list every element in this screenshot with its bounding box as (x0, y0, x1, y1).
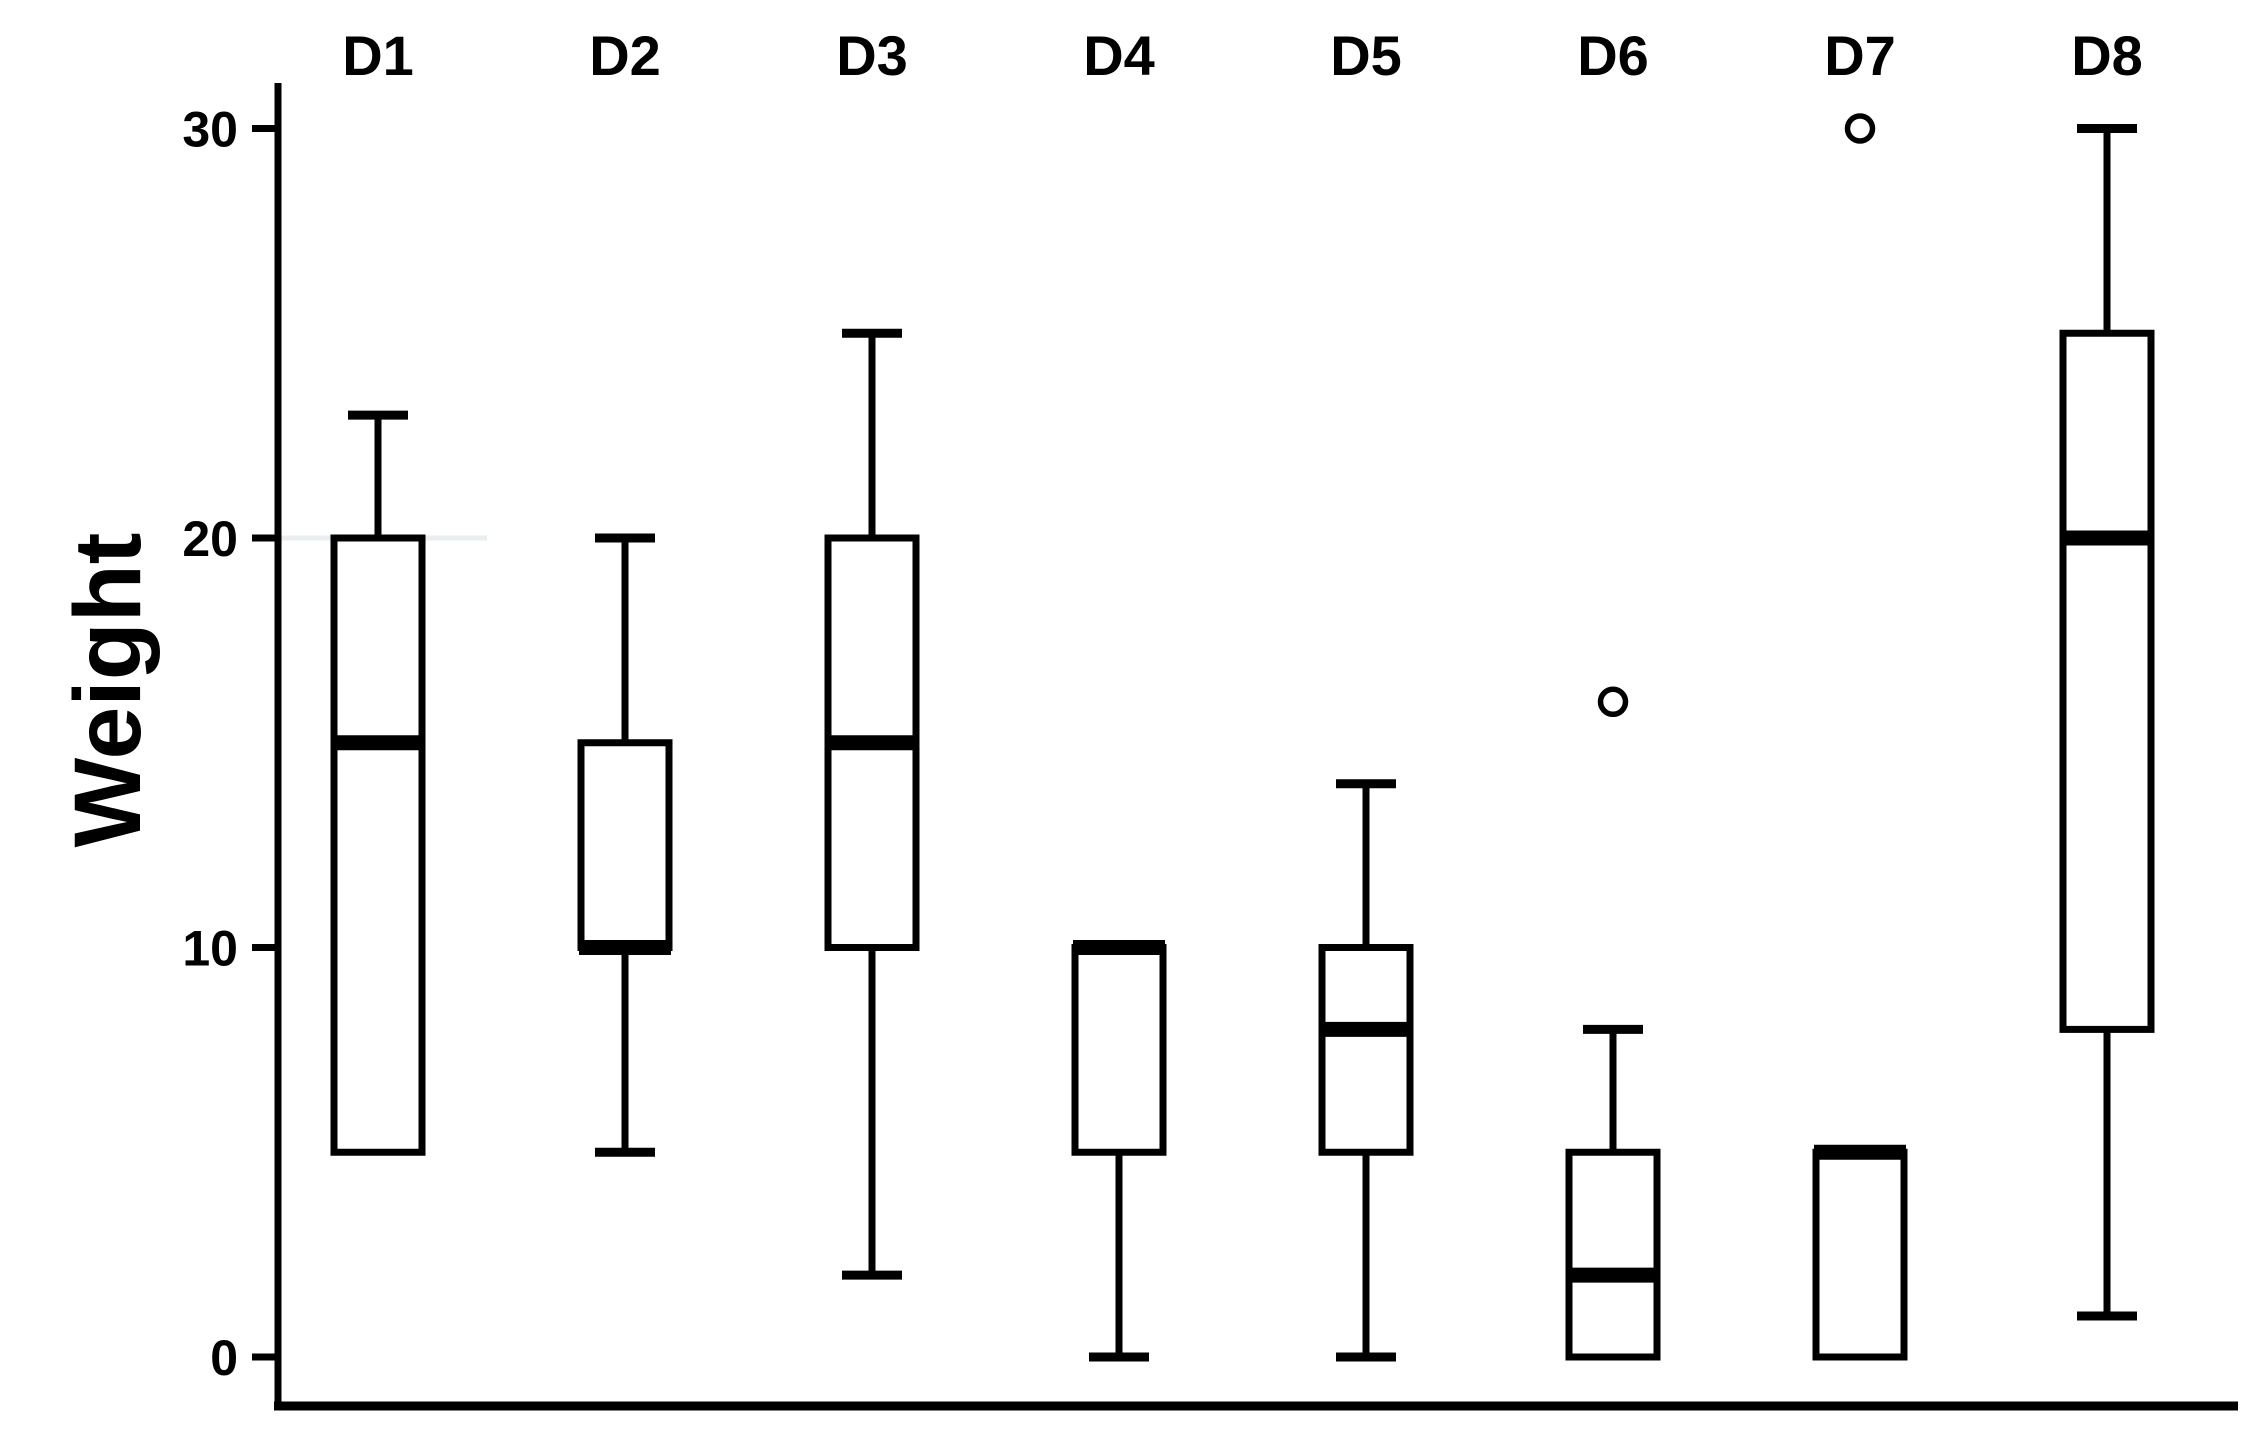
box-D8 (2059, 329, 2155, 1033)
boxplot-D1: D1 (330, 24, 426, 1156)
boxplot-D6: D6 (1565, 24, 1661, 1361)
y-tick-label-10: 10 (182, 921, 238, 977)
box-D6 (1565, 1148, 1661, 1361)
category-label-D6: D6 (1577, 24, 1649, 87)
y-tick-label-30: 30 (182, 102, 238, 158)
boxplot-D3: D3 (824, 24, 920, 1280)
y-tick-label-20: 20 (182, 511, 238, 567)
box-D2 (577, 739, 673, 951)
y-tick-label-0: 0 (210, 1330, 238, 1386)
y-axis-title: Weight (55, 533, 161, 848)
boxplot-D5: D5 (1318, 24, 1414, 1362)
boxplot-D4: D4 (1071, 24, 1167, 1362)
category-label-D8: D8 (2071, 24, 2143, 87)
boxplot-D2: D2 (577, 24, 673, 1157)
category-label-D2: D2 (589, 24, 661, 87)
category-label-D5: D5 (1330, 24, 1402, 87)
box-D5 (1318, 944, 1414, 1156)
box-D1 (330, 534, 426, 1156)
box-D7 (1812, 1148, 1908, 1361)
boxplot-D8: D8 (2059, 24, 2155, 1321)
box-D4 (1071, 944, 1167, 1156)
category-label-D3: D3 (836, 24, 908, 87)
outlier-D7-30 (1844, 113, 1876, 144)
category-label-D7: D7 (1824, 24, 1896, 87)
category-label-D1: D1 (342, 24, 414, 87)
outlier-D6-16 (1597, 686, 1629, 718)
category-label-D4: D4 (1083, 24, 1155, 87)
boxplot-D7: D7 (1812, 24, 1908, 1361)
